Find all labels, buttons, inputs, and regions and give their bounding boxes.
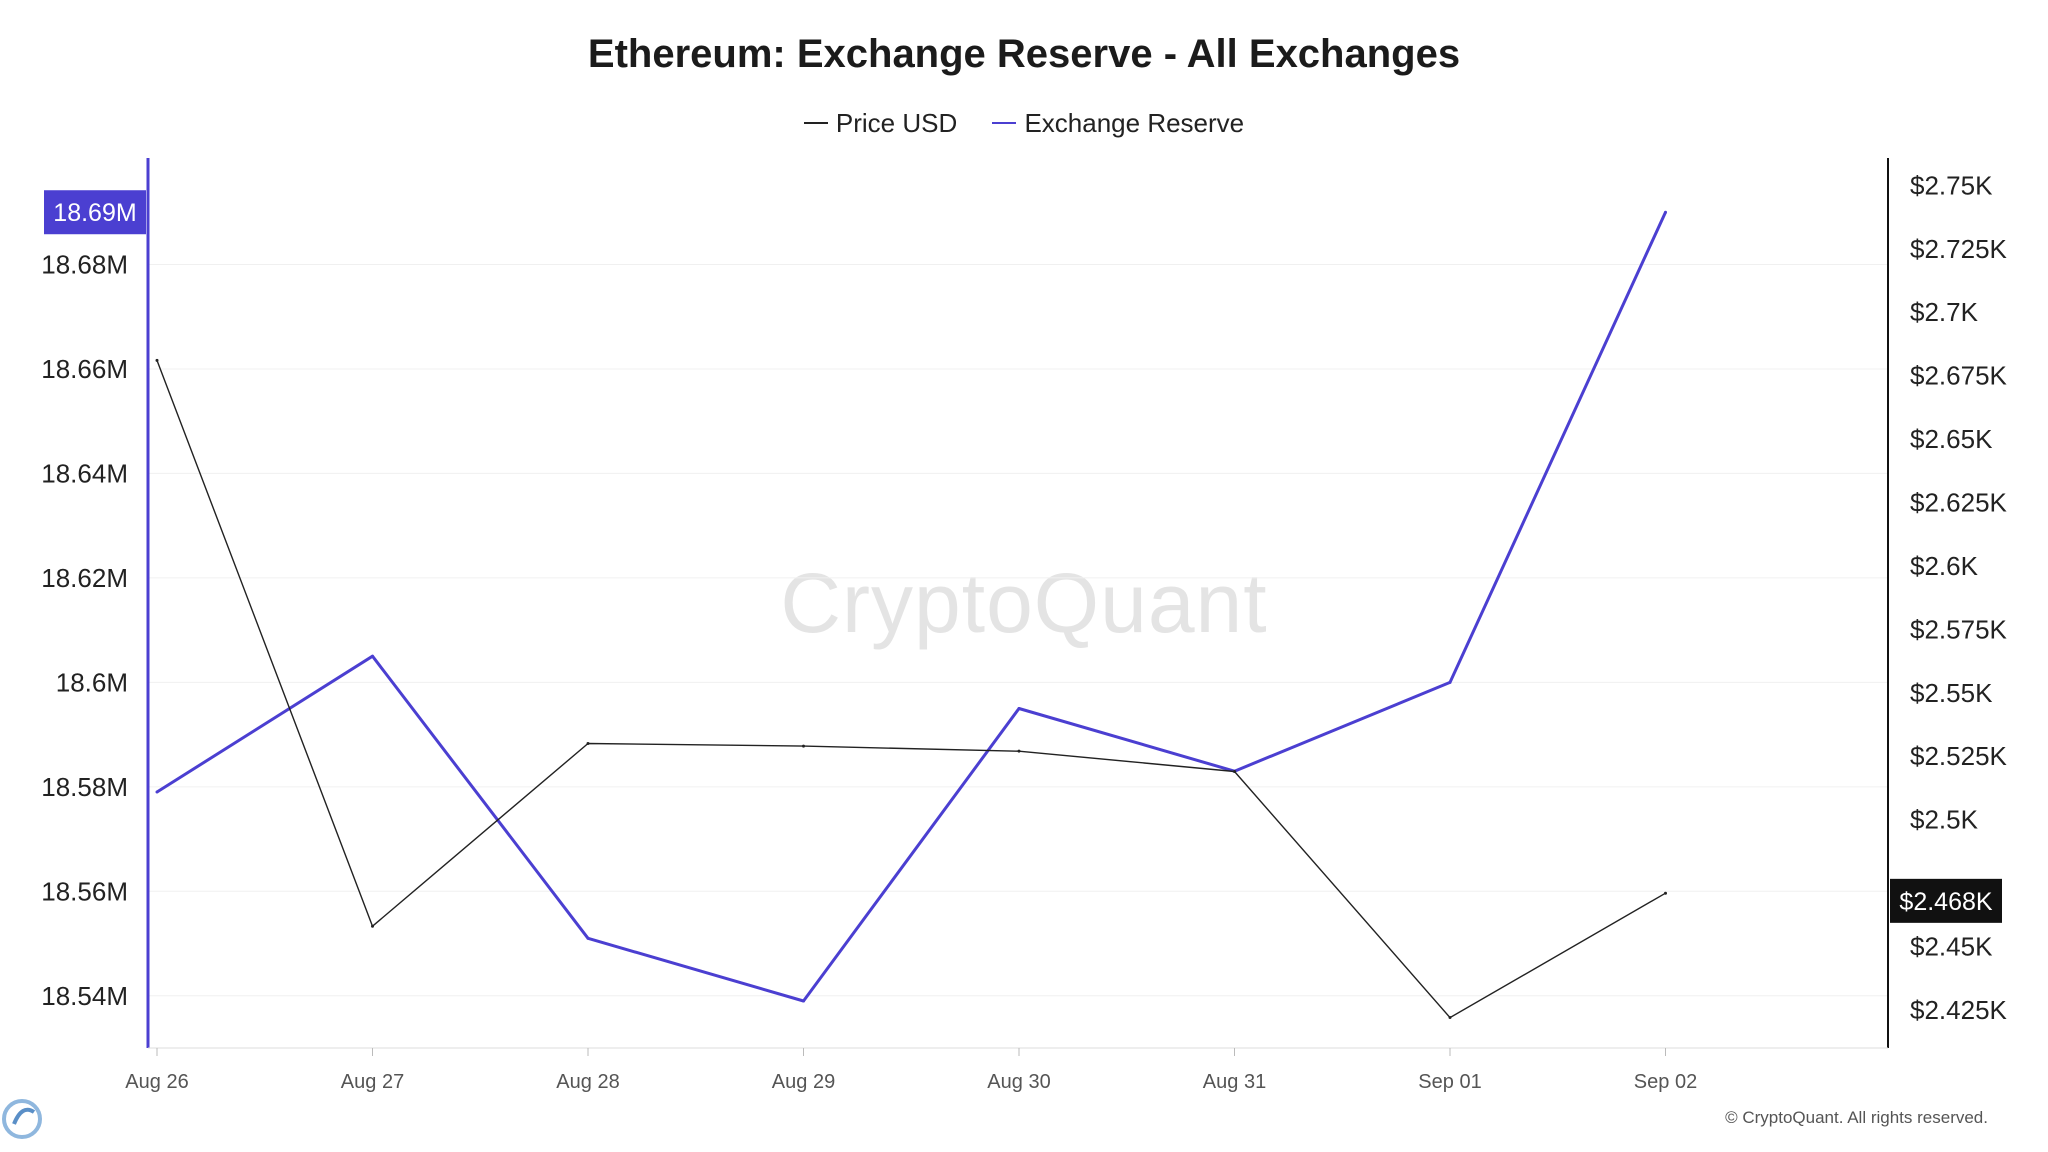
left-tick-label-3: 18.6M — [56, 667, 128, 697]
legend-label-reserve: Exchange Reserve — [1024, 107, 1245, 138]
x-tick-label-1: Aug 27 — [341, 1071, 404, 1093]
chart-title: Ethereum: Exchange Reserve - All Exchang… — [587, 32, 1461, 76]
right-tick-label-12: $2.75K — [1910, 170, 1993, 200]
right-tick-label-2: $2.5K — [1910, 805, 1979, 835]
x-tick-label-0: Aug 26 — [125, 1071, 188, 1093]
left-tick-label-7: 18.68M — [41, 249, 128, 279]
x-tick-label-5: Aug 31 — [1203, 1071, 1266, 1093]
right-tick-label-9: $2.675K — [1910, 361, 2008, 391]
price-point-5 — [1233, 769, 1236, 773]
reserve-point-7 — [1664, 210, 1667, 214]
left-current-label: 18.69M — [53, 199, 136, 227]
x-tick-label-6: Sep 01 — [1418, 1071, 1481, 1093]
price-point-3 — [802, 744, 805, 748]
reserve-point-2 — [586, 936, 590, 940]
right-current-label: $2.468K — [1899, 888, 1992, 916]
legend-item-price[interactable]: Price USD — [803, 107, 958, 139]
x-tick-label-4: Aug 30 — [987, 1071, 1050, 1093]
watermark-logo: CryptoQuant — [780, 556, 1268, 650]
right-tick-label-5: $2.575K — [1910, 614, 2008, 644]
corner-logo-icon — [2, 1099, 42, 1139]
right-tick-label-1: $2.45K — [1910, 932, 1993, 962]
reserve-point-6 — [1448, 680, 1452, 684]
price-point-6 — [1448, 1016, 1452, 1020]
left-current-badge — [44, 190, 146, 235]
right-tick-label-8: $2.65K — [1910, 424, 1993, 454]
price-point-4 — [1017, 749, 1021, 753]
price-point-0 — [155, 358, 159, 362]
series-line-price-usd — [156, 360, 1666, 1019]
x-tick-label-7: Sep 02 — [1634, 1071, 1697, 1093]
legend-swatch-price — [803, 122, 828, 124]
right-tick-label-0: $2.425K — [1910, 995, 2008, 1025]
right-current-badge — [1890, 878, 2002, 923]
legend-swatch-reserve — [992, 122, 1017, 124]
left-tick-label-4: 18.62M — [41, 563, 128, 593]
price-point-2 — [586, 742, 590, 746]
x-tick-label-2: Aug 28 — [556, 1071, 619, 1093]
left-tick-label-1: 18.56M — [41, 876, 128, 906]
left-tick-label-0: 18.54M — [41, 981, 128, 1011]
left-tick-label-5: 18.64M — [41, 458, 128, 488]
legend-label-price: Price USD — [835, 107, 958, 138]
series-line-exchange-reserve — [156, 211, 1667, 1003]
price-point-7 — [1664, 891, 1667, 895]
price-point-1 — [371, 924, 374, 928]
right-tick-label-4: $2.55K — [1910, 678, 1993, 708]
copyright-text: © CryptoQuant. All rights reserved. — [1725, 1108, 1988, 1127]
right-tick-label-3: $2.525K — [1910, 741, 2008, 771]
reserve-point-1 — [371, 654, 374, 658]
legend-item-reserve[interactable]: Exchange Reserve — [992, 108, 1244, 139]
right-tick-label-6: $2.6K — [1910, 551, 1979, 581]
x-tick-label-3: Aug 29 — [772, 1071, 835, 1093]
right-tick-label-7: $2.625K — [1910, 488, 2008, 518]
right-tick-label-10: $2.7K — [1910, 297, 1979, 327]
left-tick-label-2: 18.58M — [41, 772, 128, 802]
legend: Price USD Exchange Reserve — [0, 100, 2048, 139]
reserve-point-4 — [1017, 706, 1021, 710]
reserve-point-0 — [155, 790, 159, 794]
reserve-point-3 — [802, 999, 805, 1003]
left-tick-label-6: 18.66M — [41, 354, 128, 384]
right-tick-label-11: $2.725K — [1910, 234, 2008, 264]
